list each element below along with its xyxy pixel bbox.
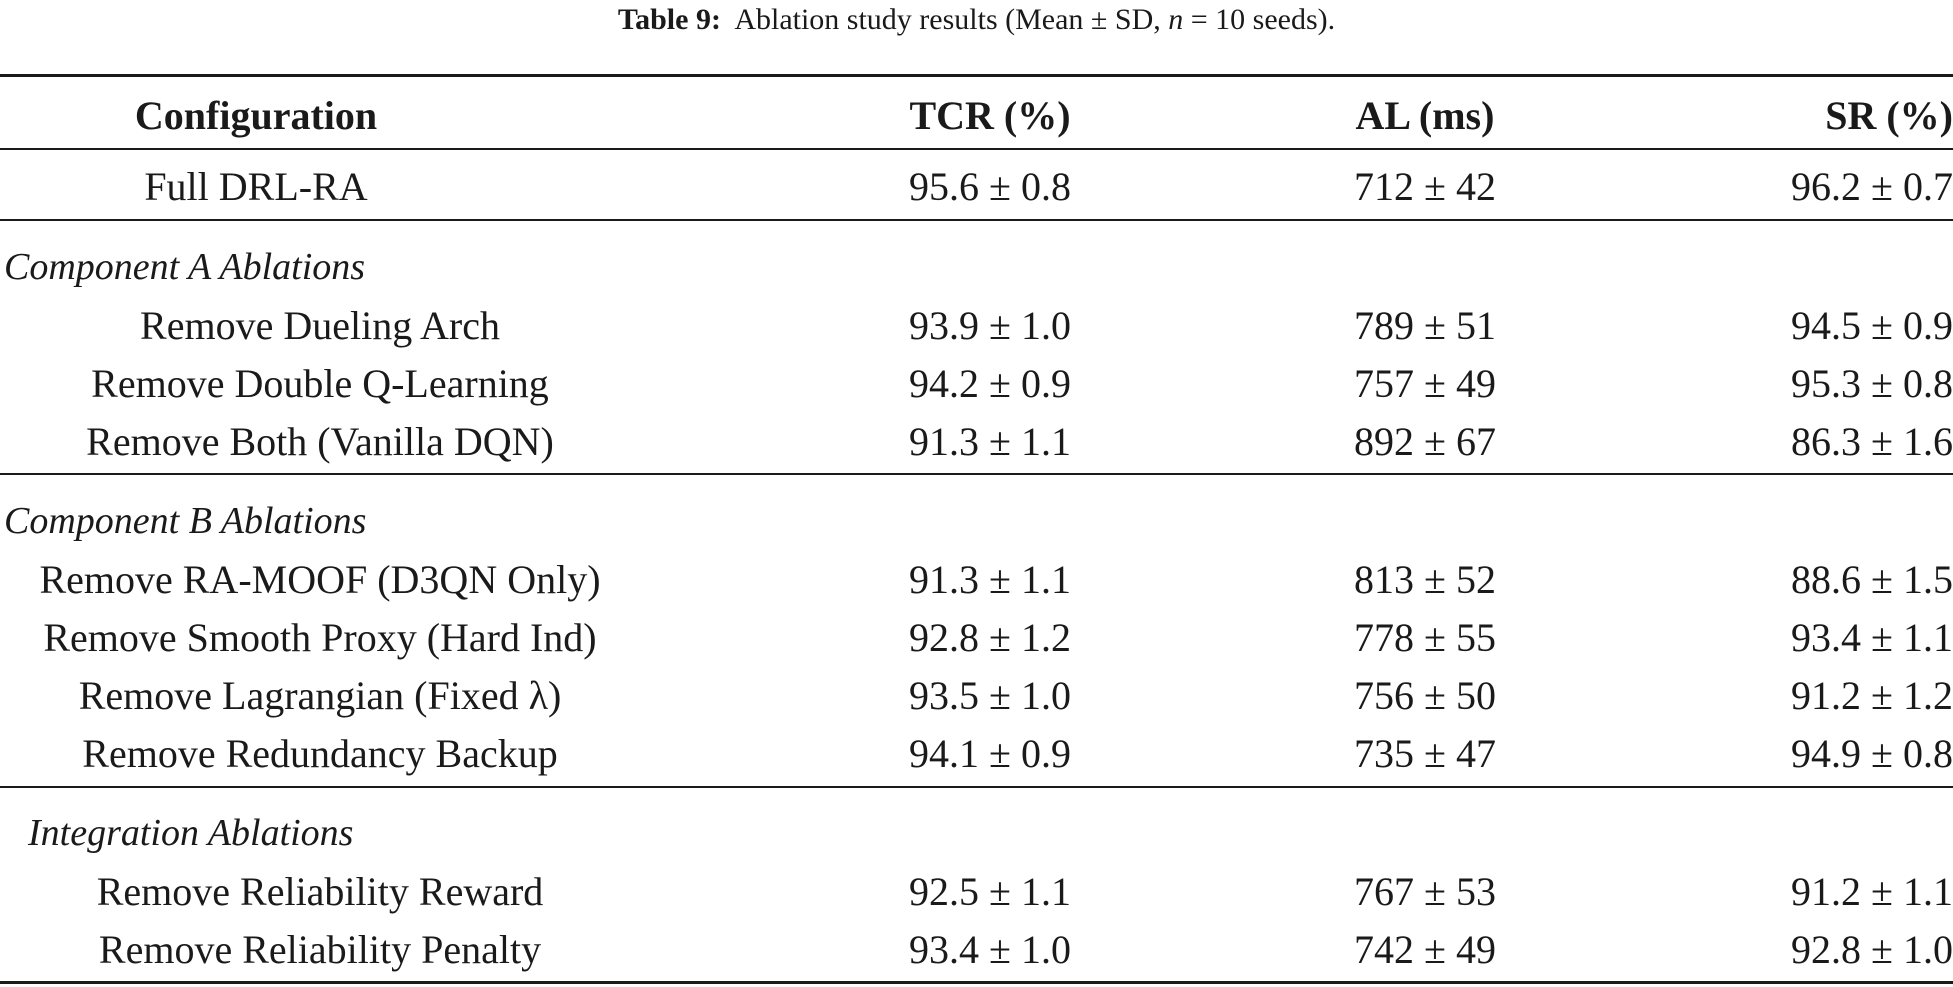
column-header-tcr: TCR (%) bbox=[909, 93, 1071, 138]
bottom-rule bbox=[0, 981, 1953, 984]
row-config: Remove RA-MOOF (D3QN Only) bbox=[39, 557, 601, 602]
row-sr: 94.5 ± 0.9 bbox=[1791, 303, 1953, 348]
row-al: 813 ± 52 bbox=[1354, 557, 1496, 602]
row-al: 778 ± 55 bbox=[1354, 615, 1496, 660]
row-sr: 94.9 ± 0.8 bbox=[1791, 731, 1953, 776]
row-tcr: 93.5 ± 1.0 bbox=[909, 673, 1071, 718]
section-title-component-b: Component B Ablations bbox=[4, 500, 367, 542]
top-rule bbox=[0, 74, 1953, 77]
row-tcr: 93.4 ± 1.0 bbox=[909, 927, 1071, 972]
row-config: Remove Smooth Proxy (Hard Ind) bbox=[43, 615, 597, 660]
section-title-component-a: Component A Ablations bbox=[4, 246, 366, 288]
row-tcr: 92.5 ± 1.1 bbox=[909, 869, 1071, 914]
row-sr: 93.4 ± 1.1 bbox=[1791, 615, 1953, 660]
row-sr: 95.3 ± 0.8 bbox=[1791, 361, 1953, 406]
row-al: 742 ± 49 bbox=[1354, 927, 1496, 972]
row-config: Remove Dueling Arch bbox=[140, 303, 500, 348]
column-header-al: AL (ms) bbox=[1355, 93, 1495, 138]
row-sr: 88.6 ± 1.5 bbox=[1791, 557, 1953, 602]
section-rule bbox=[0, 786, 1953, 788]
row-sr: 92.8 ± 1.0 bbox=[1791, 927, 1953, 972]
row-al: 756 ± 50 bbox=[1354, 673, 1496, 718]
row-al: 712 ± 42 bbox=[1354, 164, 1496, 209]
table-caption-text: Ablation study results (Mean ± SD, bbox=[734, 3, 1169, 36]
row-al: 767 ± 53 bbox=[1354, 869, 1496, 914]
section-rule bbox=[0, 219, 1953, 221]
row-al: 789 ± 51 bbox=[1354, 303, 1496, 348]
row-al: 757 ± 49 bbox=[1354, 361, 1496, 406]
row-config: Remove Lagrangian (Fixed λ) bbox=[78, 673, 562, 718]
row-al: 892 ± 67 bbox=[1354, 419, 1496, 464]
row-config: Remove Both (Vanilla DQN) bbox=[86, 419, 554, 464]
row-tcr: 92.8 ± 1.2 bbox=[909, 615, 1071, 660]
row-tcr: 95.6 ± 0.8 bbox=[909, 164, 1071, 209]
row-sr: 91.2 ± 1.1 bbox=[1791, 869, 1953, 914]
header-rule bbox=[0, 148, 1953, 150]
table-caption-tail: = 10 seeds). bbox=[1183, 3, 1336, 36]
row-tcr: 93.9 ± 1.0 bbox=[909, 303, 1071, 348]
row-tcr: 94.2 ± 0.9 bbox=[909, 361, 1071, 406]
table-caption-label: Table 9: bbox=[617, 3, 721, 36]
table-caption: Table 9: Ablation study results (Mean ± … bbox=[0, 0, 1953, 40]
row-sr: 96.2 ± 0.7 bbox=[1791, 164, 1953, 209]
column-header-sr: SR (%) bbox=[1825, 93, 1953, 138]
row-config: Remove Reliability Reward bbox=[96, 869, 544, 914]
section-rule bbox=[0, 473, 1953, 475]
table-caption-n: n bbox=[1168, 3, 1184, 36]
row-config: Remove Reliability Penalty bbox=[98, 927, 542, 972]
row-sr: 91.2 ± 1.2 bbox=[1791, 673, 1953, 718]
row-config: Remove Redundancy Backup bbox=[82, 731, 558, 776]
row-tcr: 94.1 ± 0.9 bbox=[909, 731, 1071, 776]
row-tcr: 91.3 ± 1.1 bbox=[909, 557, 1071, 602]
row-sr: 86.3 ± 1.6 bbox=[1791, 419, 1953, 464]
row-tcr: 91.3 ± 1.1 bbox=[909, 419, 1071, 464]
row-config: Full DRL-RA bbox=[144, 164, 368, 209]
row-al: 735 ± 47 bbox=[1354, 731, 1496, 776]
row-config: Remove Double Q-Learning bbox=[91, 361, 549, 406]
column-header-configuration: Configuration bbox=[134, 93, 378, 138]
section-title-integration: Integration Ablations bbox=[28, 812, 354, 854]
